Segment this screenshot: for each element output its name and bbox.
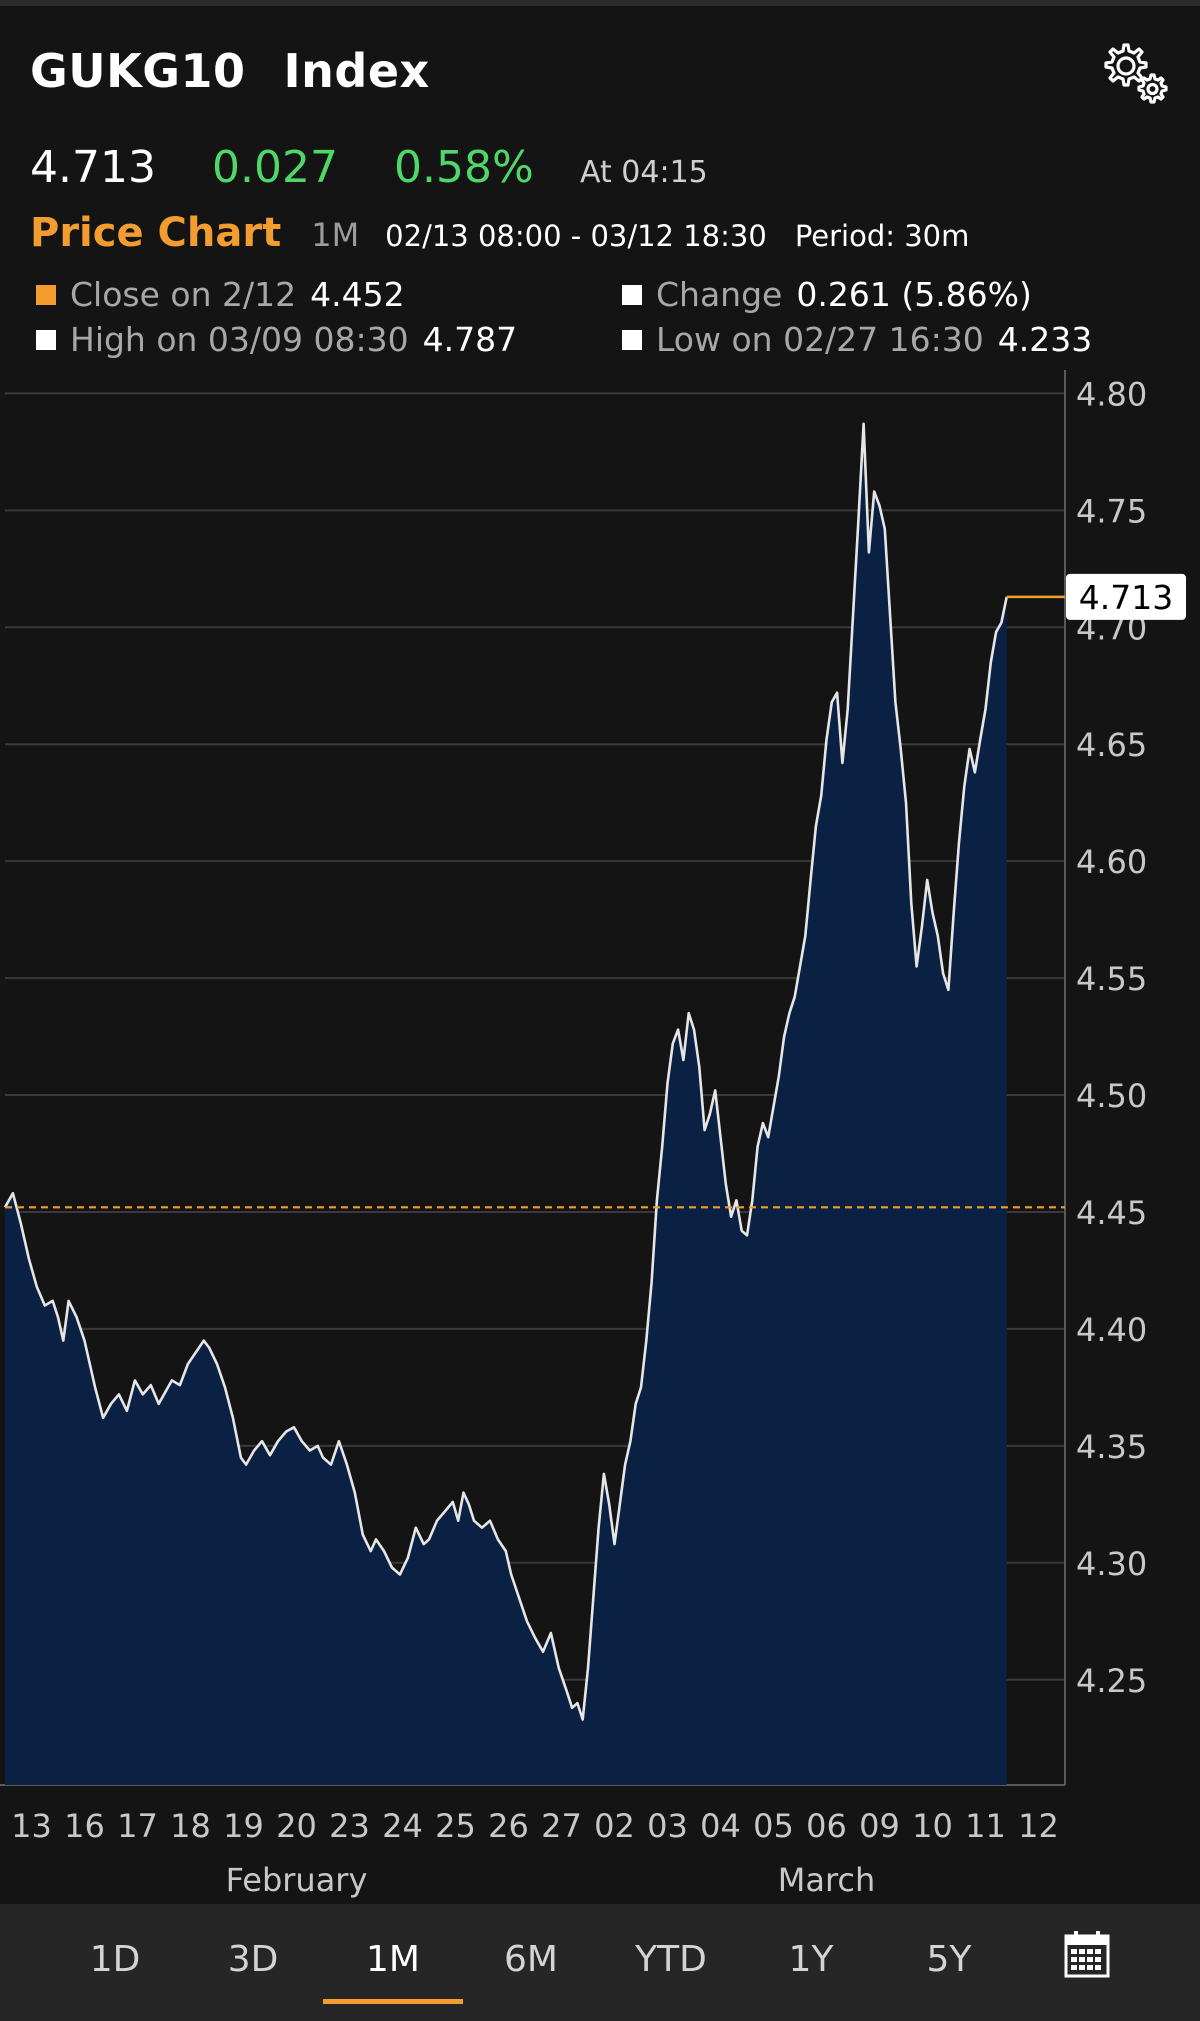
top-edge-bar xyxy=(0,0,1200,6)
y-tick-label: 4.60 xyxy=(1076,843,1147,881)
x-tick-label: 17 xyxy=(117,1807,158,1845)
tab-6m[interactable]: 6M xyxy=(504,1939,558,1980)
x-tick-label: 24 xyxy=(382,1807,423,1845)
stat-close-label: Close on 2/12 xyxy=(70,275,297,314)
stat-high-label: High on 03/09 08:30 xyxy=(70,320,409,359)
y-tick-label: 4.30 xyxy=(1076,1545,1147,1583)
tab-1m[interactable]: 1M xyxy=(366,1939,420,1980)
last-price: 4.713 xyxy=(30,142,156,193)
y-tick-label: 4.50 xyxy=(1076,1077,1147,1115)
price-area-fill xyxy=(5,423,1007,1785)
x-tick-label: 11 xyxy=(965,1807,1006,1845)
y-tick-label: 4.65 xyxy=(1076,726,1147,764)
x-tick-label: 16 xyxy=(64,1807,105,1845)
chart-range: 1M xyxy=(311,216,360,254)
ticker-symbol: GUKG10 xyxy=(30,44,246,98)
x-tick-label: 05 xyxy=(753,1807,794,1845)
x-tick-label: 03 xyxy=(647,1807,688,1845)
x-month-label: February xyxy=(226,1861,368,1899)
gears-icon[interactable] xyxy=(1096,40,1170,106)
y-tick-label: 4.80 xyxy=(1076,375,1147,413)
stat-high: High on 03/09 08:30 4.787 xyxy=(36,320,517,359)
last-value-label: 4.713 xyxy=(1079,578,1173,617)
y-tick-label: 4.25 xyxy=(1076,1662,1147,1700)
price-chart-title: Price Chart xyxy=(30,210,282,256)
change-legend-marker xyxy=(622,285,642,305)
security-type: Index xyxy=(283,44,430,98)
x-tick-label: 13 xyxy=(11,1807,52,1845)
x-tick-label: 26 xyxy=(488,1807,529,1845)
tab-1y[interactable]: 1Y xyxy=(788,1939,834,1980)
high-legend-marker xyxy=(36,330,56,350)
x-tick-label: 06 xyxy=(806,1807,847,1845)
stat-change: Change 0.261 (5.86%) xyxy=(622,275,1032,314)
low-legend-marker xyxy=(622,330,642,350)
stat-change-label: Change xyxy=(656,275,783,314)
x-tick-label: 20 xyxy=(276,1807,317,1845)
y-tick-label: 4.55 xyxy=(1076,960,1147,998)
stat-close-value: 4.452 xyxy=(310,275,405,314)
y-tick-label: 4.45 xyxy=(1076,1194,1147,1232)
chart-date-range: 02/13 08:00 - 03/12 18:30 xyxy=(385,219,767,253)
x-tick-label: 25 xyxy=(435,1807,476,1845)
chart-info-line: Price Chart 1M 02/13 08:00 - 03/12 18:30 Pe… xyxy=(30,210,969,256)
y-tick-label: 4.75 xyxy=(1076,492,1147,530)
x-tick-label: 12 xyxy=(1018,1807,1059,1845)
price-chart[interactable]: 4.804.754.704.654.604.554.504.454.404.35… xyxy=(0,370,1200,1900)
quote-time: At 04:15 xyxy=(580,155,708,190)
net-change: 0.027 xyxy=(212,142,338,193)
x-tick-label: 02 xyxy=(594,1807,635,1845)
stat-low-value: 4.233 xyxy=(997,320,1093,359)
range-tab-bar: 1D 3D 1M 6M YTD 1Y 5Y xyxy=(0,1904,1200,2021)
security-title: GUKG10 Index xyxy=(30,44,430,98)
y-tick-label: 4.35 xyxy=(1076,1428,1147,1466)
stat-high-value: 4.787 xyxy=(422,320,518,359)
price-line xyxy=(3,422,1008,1721)
x-tick-label: 18 xyxy=(170,1807,211,1845)
x-tick-label: 10 xyxy=(912,1807,953,1845)
x-tick-label: 19 xyxy=(223,1807,264,1845)
tab-ytd[interactable]: YTD xyxy=(635,1939,707,1980)
x-tick-label: 09 xyxy=(859,1807,900,1845)
stat-change-value: 0.261 (5.86%) xyxy=(796,275,1032,314)
x-tick-label: 27 xyxy=(541,1807,582,1845)
stat-close: Close on 2/12 4.452 xyxy=(36,275,405,314)
close-legend-marker xyxy=(36,285,56,305)
chart-period: Period: 30m xyxy=(794,219,970,253)
stat-low: Low on 02/27 16:30 4.233 xyxy=(622,320,1092,359)
x-tick-label: 23 xyxy=(329,1807,370,1845)
last-value-tag xyxy=(1066,573,1186,620)
x-tick-label: 04 xyxy=(700,1807,741,1845)
tab-5y[interactable]: 5Y xyxy=(926,1939,972,1980)
stat-low-label: Low on 02/27 16:30 xyxy=(656,320,984,359)
percent-change: 0.58% xyxy=(394,142,534,193)
tab-3d[interactable]: 3D xyxy=(227,1939,279,1980)
calendar-icon[interactable] xyxy=(1064,1930,1110,1978)
tab-1d[interactable]: 1D xyxy=(89,1939,141,1980)
quote-row: 4.713 0.027 0.58% At 04:15 xyxy=(30,142,708,196)
y-tick-label: 4.40 xyxy=(1076,1311,1147,1349)
active-tab-indicator xyxy=(323,1999,463,2004)
x-month-label: March xyxy=(778,1861,876,1899)
